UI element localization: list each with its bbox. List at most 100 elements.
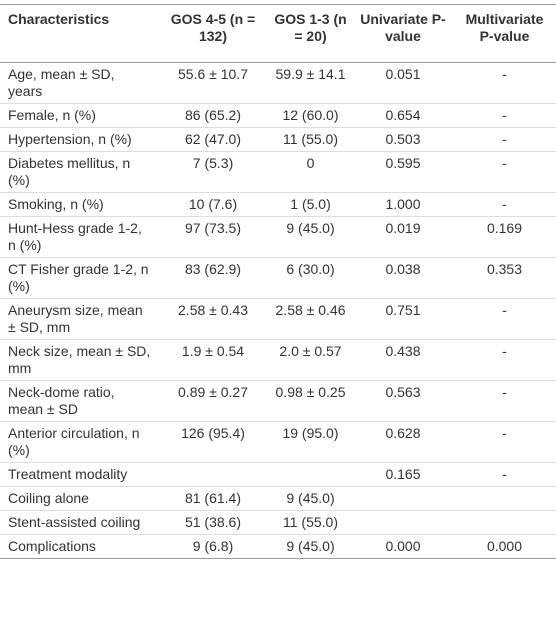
table-row: Stent-assisted coiling 51 (38.6) 11 (55.0): [0, 510, 556, 535]
table-row: Coiling alone 81 (61.4) 9 (45.0): [0, 486, 556, 511]
cell: 0.503: [353, 127, 453, 152]
row-label: Anterior circulation, n (%): [0, 421, 158, 463]
table-row: Complications 9 (6.8) 9 (45.0) 0.000 0.000: [0, 534, 556, 559]
cell: 10 (7.6): [158, 192, 268, 217]
cell: 0.000: [453, 534, 556, 559]
cell: 0: [268, 151, 353, 193]
table-row: Neck size, mean ± SD, mm 1.9 ± 0.54 2.0 ± …: [0, 339, 556, 381]
cell: 11 (55.0): [268, 510, 353, 535]
cell: 1.000: [353, 192, 453, 217]
header-cell: GOS 4-5 (n = 132): [158, 4, 268, 63]
table-row: Aneurysm size, mean ± SD, mm 2.58 ± 0.43 2…: [0, 298, 556, 340]
cell: 0.169: [453, 216, 556, 258]
cell: 0.98 ± 0.25: [268, 380, 353, 422]
cell: 0.019: [353, 216, 453, 258]
table-body: Age, mean ± SD, years 55.6 ± 10.7 59.9 ± 1…: [0, 62, 556, 559]
header-cell: GOS 1-3 (n = 20): [268, 4, 353, 63]
row-label: Neck size, mean ± SD, mm: [0, 339, 158, 381]
table-row: Anterior circulation, n (%) 126 (95.4) 19 …: [0, 421, 556, 463]
cell: 9 (6.8): [158, 534, 268, 559]
row-label: Diabetes mellitus, n (%): [0, 151, 158, 193]
row-label: Treatment modality: [0, 462, 158, 487]
table-row: Neck-dome ratio, mean ± SD 0.89 ± 0.27 0.9…: [0, 380, 556, 422]
table-row: CT Fisher grade 1-2, n (%) 83 (62.9) 6 (30…: [0, 257, 556, 299]
cell: 83 (62.9): [158, 257, 268, 299]
data-table: Characteristics GOS 4-5 (n = 132) GOS 1-3 …: [0, 4, 556, 559]
cell: -: [453, 151, 556, 193]
table-header: Characteristics GOS 4-5 (n = 132) GOS 1-3 …: [0, 4, 556, 63]
table-row: Treatment modality 0.165-: [0, 462, 556, 487]
table-row: Diabetes mellitus, n (%) 7 (5.3) 0 0.595-: [0, 151, 556, 193]
row-label: CT Fisher grade 1-2, n (%): [0, 257, 158, 299]
cell: 0.751: [353, 298, 453, 340]
cell: 11 (55.0): [268, 127, 353, 152]
cell: 0.000: [353, 534, 453, 559]
cell: 9 (45.0): [268, 534, 353, 559]
cell: 2.58 ± 0.46: [268, 298, 353, 340]
cell: [268, 462, 353, 487]
row-label: Smoking, n (%): [0, 192, 158, 217]
cell: 0.595: [353, 151, 453, 193]
row-label: Coiling alone: [0, 486, 158, 511]
cell: 1 (5.0): [268, 192, 353, 217]
cell: 126 (95.4): [158, 421, 268, 463]
row-label: Neck-dome ratio, mean ± SD: [0, 380, 158, 422]
row-label: Complications: [0, 534, 158, 559]
cell: [453, 486, 556, 511]
cell: 1.9 ± 0.54: [158, 339, 268, 381]
cell: 51 (38.6): [158, 510, 268, 535]
cell: 62 (47.0): [158, 127, 268, 152]
cell: 86 (65.2): [158, 103, 268, 128]
cell: 0.438: [353, 339, 453, 381]
table-row: Female, n (%) 86 (65.2) 12 (60.0) 0.654-: [0, 103, 556, 128]
cell: 0.89 ± 0.27: [158, 380, 268, 422]
cell: [353, 486, 453, 511]
cell: 19 (95.0): [268, 421, 353, 463]
row-label: Age, mean ± SD, years: [0, 62, 158, 104]
cell: 55.6 ± 10.7: [158, 62, 268, 104]
header-row: Characteristics GOS 4-5 (n = 132) GOS 1-3 …: [0, 4, 556, 63]
row-label: Hypertension, n (%): [0, 127, 158, 152]
cell: 0.654: [353, 103, 453, 128]
cell: 2.58 ± 0.43: [158, 298, 268, 340]
cell: 81 (61.4): [158, 486, 268, 511]
cell: 6 (30.0): [268, 257, 353, 299]
cell: -: [453, 339, 556, 381]
cell: 0.628: [353, 421, 453, 463]
cell: -: [453, 62, 556, 104]
table-row: Hunt-Hess grade 1-2, n (%) 97 (73.5) 9 (45…: [0, 216, 556, 258]
cell: 0.563: [353, 380, 453, 422]
cell: 12 (60.0): [268, 103, 353, 128]
cell: 0.165: [353, 462, 453, 487]
row-label: Aneurysm size, mean ± SD, mm: [0, 298, 158, 340]
cell: -: [453, 380, 556, 422]
cell: -: [453, 103, 556, 128]
table-row: Age, mean ± SD, years 55.6 ± 10.7 59.9 ± 1…: [0, 62, 556, 104]
cell: 59.9 ± 14.1: [268, 62, 353, 104]
cell: -: [453, 127, 556, 152]
row-label: Hunt-Hess grade 1-2, n (%): [0, 216, 158, 258]
cell: 0.051: [353, 62, 453, 104]
row-label: Stent-assisted coiling: [0, 510, 158, 535]
cell: -: [453, 298, 556, 340]
header-cell: Univariate P-value: [353, 4, 453, 63]
cell: -: [453, 421, 556, 463]
cell: -: [453, 462, 556, 487]
cell: 0.038: [353, 257, 453, 299]
cell: 97 (73.5): [158, 216, 268, 258]
header-cell: Multivariate P-value: [453, 4, 556, 63]
cell: 9 (45.0): [268, 486, 353, 511]
cell: [453, 510, 556, 535]
cell: 0.353: [453, 257, 556, 299]
cell: [158, 462, 268, 487]
cell: 9 (45.0): [268, 216, 353, 258]
table-row: Hypertension, n (%) 62 (47.0) 11 (55.0) 0.5…: [0, 127, 556, 152]
header-cell: Characteristics: [0, 4, 158, 63]
row-label: Female, n (%): [0, 103, 158, 128]
table-row: Smoking, n (%) 10 (7.6) 1 (5.0) 1.000-: [0, 192, 556, 217]
cell: 2.0 ± 0.57: [268, 339, 353, 381]
cell: -: [453, 192, 556, 217]
cell: [353, 510, 453, 535]
cell: 7 (5.3): [158, 151, 268, 193]
page: Characteristics GOS 4-5 (n = 132) GOS 1-3 …: [0, 4, 556, 635]
